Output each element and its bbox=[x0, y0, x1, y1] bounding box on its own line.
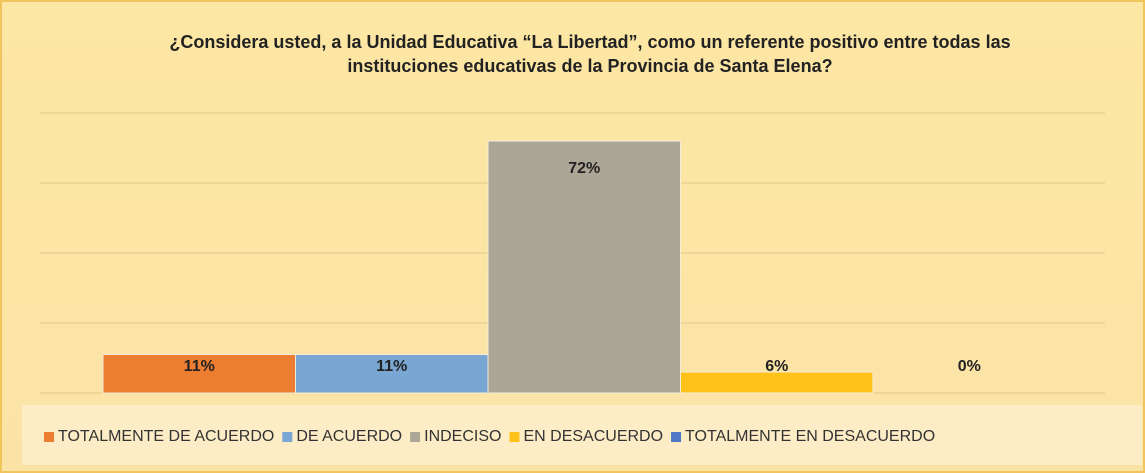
legend-swatch bbox=[671, 432, 682, 442]
legend-label: EN DESACUERDO bbox=[523, 428, 663, 445]
bar bbox=[680, 371, 874, 394]
data-label: 6% bbox=[765, 358, 788, 375]
data-label: 11% bbox=[184, 358, 215, 375]
data-label: 11% bbox=[376, 358, 407, 375]
legend-swatch bbox=[282, 432, 293, 442]
legend-label: INDECISO bbox=[424, 428, 501, 445]
legend-swatch bbox=[509, 432, 520, 442]
legend-label: DE ACUERDO bbox=[296, 428, 402, 445]
bar bbox=[102, 354, 296, 394]
data-label: 72% bbox=[568, 160, 600, 177]
bar bbox=[487, 140, 681, 394]
legend-swatch bbox=[410, 432, 421, 442]
legend-swatch bbox=[44, 432, 54, 442]
legend-label: TOTALMENTE EN DESACUERDO bbox=[685, 428, 935, 445]
data-label: 0% bbox=[958, 358, 981, 375]
chart-title: ¿Considera usted, a la Unidad Educativa … bbox=[169, 32, 1011, 76]
legend-label: TOTALMENTE DE ACUERDO bbox=[58, 428, 274, 445]
legend-background bbox=[22, 405, 1142, 465]
